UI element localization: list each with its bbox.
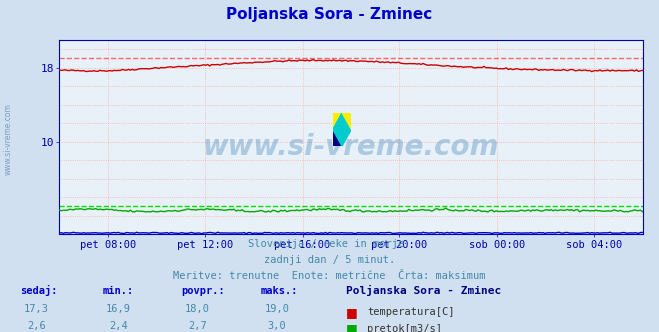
- Text: pretok[m3/s]: pretok[m3/s]: [367, 324, 442, 332]
- Text: Meritve: trenutne  Enote: metrične  Črta: maksimum: Meritve: trenutne Enote: metrične Črta: …: [173, 271, 486, 281]
- Text: 17,3: 17,3: [24, 304, 49, 314]
- Text: 19,0: 19,0: [264, 304, 289, 314]
- Text: www.si-vreme.com: www.si-vreme.com: [203, 133, 499, 161]
- Text: min.:: min.:: [102, 286, 133, 296]
- Text: Poljanska Sora - Zminec: Poljanska Sora - Zminec: [227, 7, 432, 23]
- Text: sedaj:: sedaj:: [20, 285, 57, 296]
- Polygon shape: [333, 113, 351, 146]
- Text: 2,4: 2,4: [109, 321, 128, 331]
- Text: zadnji dan / 5 minut.: zadnji dan / 5 minut.: [264, 255, 395, 265]
- Text: Slovenija / reke in morje.: Slovenija / reke in morje.: [248, 239, 411, 249]
- Text: 2,7: 2,7: [188, 321, 207, 331]
- Text: ■: ■: [346, 305, 358, 319]
- Text: 2,6: 2,6: [27, 321, 45, 331]
- Text: 16,9: 16,9: [106, 304, 131, 314]
- Polygon shape: [333, 113, 342, 129]
- Text: ■: ■: [346, 322, 358, 332]
- Text: Poljanska Sora - Zminec: Poljanska Sora - Zminec: [346, 285, 501, 296]
- Text: 3,0: 3,0: [268, 321, 286, 331]
- Polygon shape: [333, 129, 342, 146]
- Text: maks.:: maks.:: [260, 286, 298, 296]
- Text: 18,0: 18,0: [185, 304, 210, 314]
- Text: temperatura[C]: temperatura[C]: [367, 307, 455, 317]
- Text: povpr.:: povpr.:: [181, 286, 225, 296]
- Text: www.si-vreme.com: www.si-vreme.com: [3, 104, 13, 175]
- Polygon shape: [342, 113, 351, 129]
